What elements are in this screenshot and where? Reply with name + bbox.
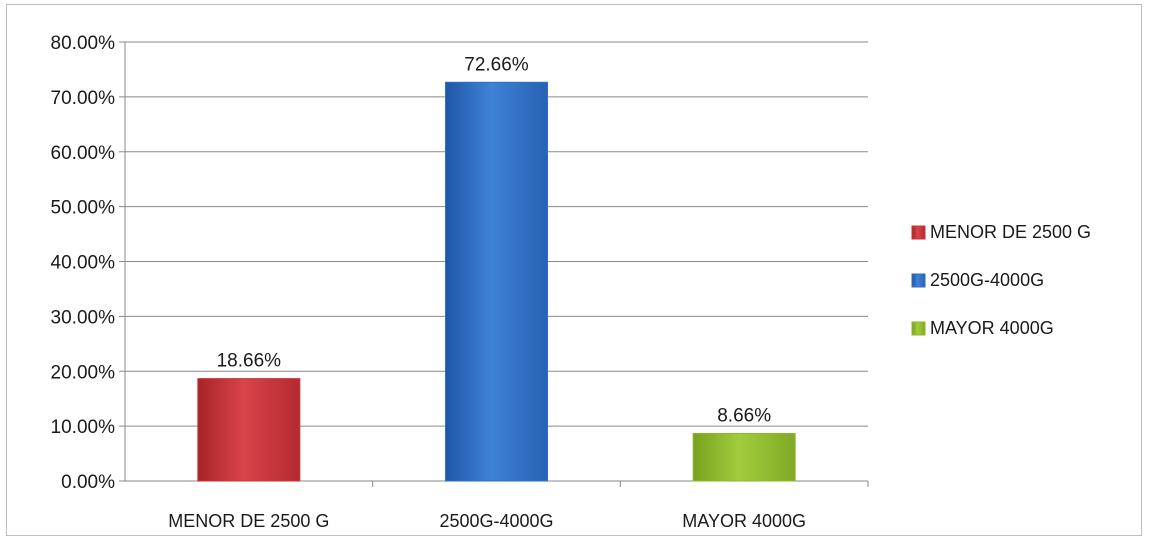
x-tick-labels: MENOR DE 2500 G 2500G-4000G MAYOR 4000G (168, 511, 806, 531)
y-tick-label: 0.00% (61, 472, 115, 493)
y-tick-labels: 0.00% 10.00% 20.00% 30.00% 40.00% 50.00% 60.00… (51, 33, 116, 493)
y-tick-label: 60.00% (51, 143, 116, 164)
legend: MENOR DE 2500 G 2500G-4000G MAYOR 4000G (911, 222, 1091, 338)
data-label: 72.66% (464, 54, 529, 75)
bars (197, 81, 796, 482)
y-tick-label: 70.00% (51, 88, 116, 109)
y-tick-label: 40.00% (51, 253, 116, 274)
y-tick-label: 50.00% (51, 198, 116, 219)
legend-label: 2500G-4000G (930, 270, 1044, 290)
data-label: 18.66% (217, 351, 282, 372)
y-tick-label: 80.00% (51, 33, 116, 54)
chart-frame (6, 4, 1142, 536)
x-tick-label: 2500G-4000G (439, 511, 553, 531)
legend-swatch (911, 273, 926, 288)
legend-label: MENOR DE 2500 G (930, 222, 1091, 242)
bar (692, 432, 796, 482)
legend-label: MAYOR 4000G (930, 318, 1054, 338)
x-tick-label: MAYOR 4000G (682, 511, 806, 531)
y-tick-label: 30.00% (51, 307, 116, 328)
x-tick-label: MENOR DE 2500 G (168, 511, 329, 531)
y-tick-label: 20.00% (51, 362, 116, 383)
legend-swatch (911, 225, 926, 240)
bar (445, 81, 548, 482)
y-tick-label: 10.00% (51, 417, 116, 438)
data-labels: 18.66% 72.66% 8.66% (217, 54, 772, 426)
data-label: 8.66% (717, 405, 771, 426)
legend-swatch (911, 321, 926, 336)
bar (197, 378, 301, 482)
